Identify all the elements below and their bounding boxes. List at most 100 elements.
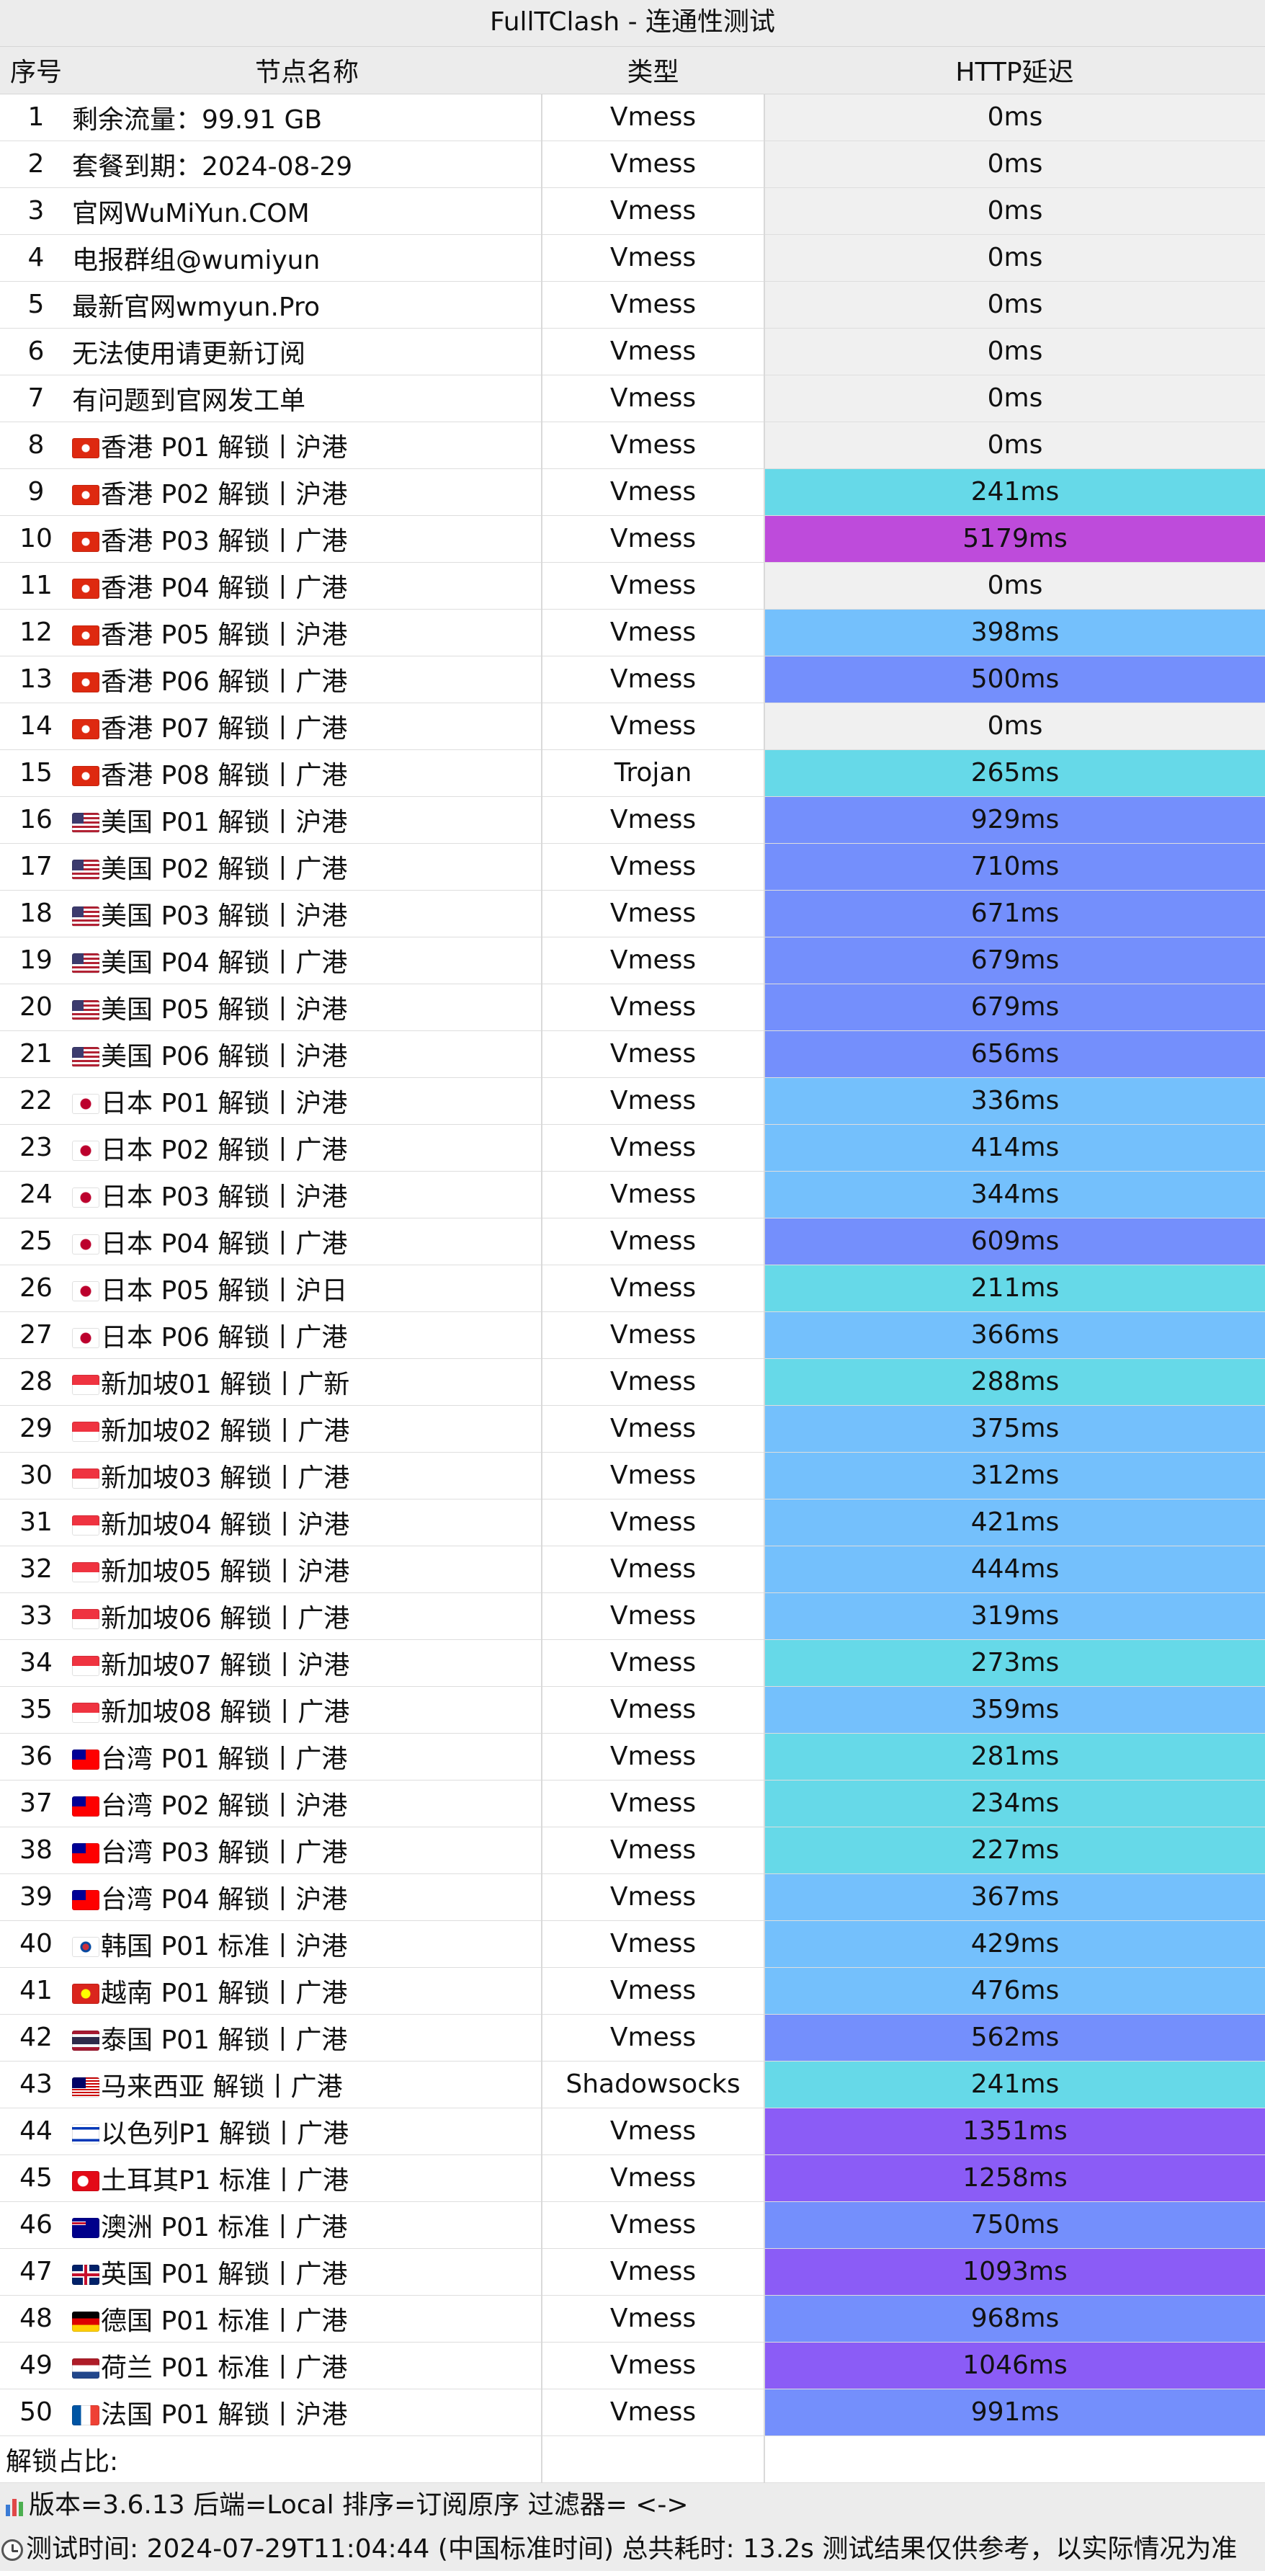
flag-jp-icon <box>72 1280 99 1301</box>
row-node-name: 日本 P04 解锁丨广港 <box>101 1229 348 1259</box>
row-node-name: 泰国 P01 解锁丨广港 <box>101 2025 348 2055</box>
row-index: 47 <box>0 2248 72 2296</box>
row-index: 10 <box>0 515 72 563</box>
row-node-name-cell: 台湾 P03 解锁丨广港 <box>72 1827 542 1874</box>
table-row: 14 香港 P07 解锁丨广港 Vmess 0ms <box>0 703 1265 750</box>
row-node-name-cell: 马来西亚 解锁丨广港 <box>72 2061 542 2108</box>
row-node-name-cell: 新加坡03 解锁丨广港 <box>72 1452 542 1499</box>
table-row: 8 香港 P01 解锁丨沪港 Vmess 0ms <box>0 422 1265 469</box>
row-index: 9 <box>0 468 72 516</box>
row-node-name-cell: 无法使用请更新订阅 <box>72 328 542 375</box>
row-http-latency: 5179ms <box>764 515 1265 563</box>
row-node-name: 日本 P02 解锁丨广港 <box>101 1135 348 1165</box>
flag-hk-icon <box>72 484 99 505</box>
row-type: Vmess <box>542 1967 765 2015</box>
row-node-name: 日本 P06 解锁丨广港 <box>101 1322 348 1352</box>
table-row: 35 新加坡08 解锁丨广港 Vmess 359ms <box>0 1686 1265 1734</box>
flag-tw-icon <box>72 1842 99 1863</box>
row-node-name: 韩国 P01 标准丨沪港 <box>101 1931 348 1961</box>
row-http-latency: 0ms <box>764 187 1265 235</box>
table-row: 21 美国 P06 解锁丨沪港 Vmess 656ms <box>0 1030 1265 1078</box>
table-row: 34 新加坡07 解锁丨沪港 Vmess 273ms <box>0 1639 1265 1687</box>
flag-us-icon <box>72 812 99 833</box>
row-node-name-cell: 香港 P05 解锁丨沪港 <box>72 609 542 656</box>
row-node-name: 香港 P05 解锁丨沪港 <box>101 620 348 650</box>
row-type: Vmess <box>542 422 765 469</box>
row-node-name-cell: 日本 P03 解锁丨沪港 <box>72 1171 542 1218</box>
row-index: 36 <box>0 1733 72 1781</box>
row-type: Vmess <box>542 937 765 984</box>
flag-hk-icon <box>72 718 99 739</box>
row-type: Vmess <box>542 1827 765 1874</box>
table-row: 46 澳洲 P01 标准丨广港 Vmess 750ms <box>0 2201 1265 2249</box>
row-http-latency: 281ms <box>764 1733 1265 1781</box>
row-node-name: 新加坡03 解锁丨广港 <box>101 1463 350 1493</box>
row-index: 46 <box>0 2201 72 2249</box>
row-node-name: 剩余流量：99.91 GB <box>72 104 323 135</box>
row-http-latency: 710ms <box>764 843 1265 891</box>
row-index: 25 <box>0 1218 72 1265</box>
row-node-name: 越南 P01 解锁丨广港 <box>101 1978 348 2008</box>
row-node-name: 美国 P03 解锁丨沪港 <box>101 901 348 931</box>
row-node-name-cell: 英国 P01 解锁丨广港 <box>72 2248 542 2296</box>
row-type: Vmess <box>542 1780 765 1827</box>
row-node-name: 新加坡06 解锁丨广港 <box>101 1603 350 1634</box>
table-row: 33 新加坡06 解锁丨广港 Vmess 319ms <box>0 1592 1265 1640</box>
table-row: 23 日本 P02 解锁丨广港 Vmess 414ms <box>0 1124 1265 1172</box>
row-node-name-cell: 新加坡01 解锁丨广新 <box>72 1358 542 1406</box>
row-http-latency: 319ms <box>764 1592 1265 1640</box>
row-node-name: 香港 P04 解锁丨广港 <box>101 573 348 603</box>
header-node-name: 节点名称 <box>72 47 542 94</box>
row-node-name: 有问题到官网发工单 <box>72 385 306 416</box>
row-http-latency: 0ms <box>764 141 1265 188</box>
row-node-name-cell: 美国 P06 解锁丨沪港 <box>72 1030 542 1078</box>
flag-hk-icon <box>72 672 99 692</box>
row-index: 28 <box>0 1358 72 1406</box>
row-type: Vmess <box>542 375 765 422</box>
row-node-name: 德国 P01 标准丨广港 <box>101 2306 348 2336</box>
row-type: Vmess <box>542 703 765 750</box>
row-node-name-cell: 官网WuMiYun.COM <box>72 187 542 235</box>
row-node-name: 官网WuMiYun.COM <box>72 198 310 228</box>
flag-au-icon <box>72 2217 99 2238</box>
row-node-name-cell: 美国 P04 解锁丨广港 <box>72 937 542 984</box>
table-row: 50 法国 P01 解锁丨沪港 Vmess 991ms <box>0 2389 1265 2436</box>
row-http-latency: 344ms <box>764 1171 1265 1218</box>
row-node-name-cell: 法国 P01 解锁丨沪港 <box>72 2389 542 2436</box>
row-node-name-cell: 香港 P07 解锁丨广港 <box>72 703 542 750</box>
row-node-name: 土耳其P1 标准丨广港 <box>101 2165 349 2196</box>
row-type: Vmess <box>542 1218 765 1265</box>
row-index: 12 <box>0 609 72 656</box>
row-node-name: 以色列P1 解锁丨广港 <box>101 2118 349 2149</box>
row-node-name-cell: 有问题到官网发工单 <box>72 375 542 422</box>
header-row: 序号 节点名称 类型 HTTP延迟 <box>0 47 1265 94</box>
row-http-latency: 375ms <box>764 1405 1265 1453</box>
row-node-name-cell: 香港 P06 解锁丨广港 <box>72 656 542 703</box>
row-type: Vmess <box>542 843 765 891</box>
row-type: Vmess <box>542 1873 765 1921</box>
row-http-latency: 0ms <box>764 94 1265 141</box>
flag-sg-icon <box>72 1374 99 1395</box>
flag-jp-icon <box>72 1140 99 1161</box>
table-row: 17 美国 P02 解锁丨广港 Vmess 710ms <box>0 843 1265 891</box>
row-node-name: 套餐到期：2024-08-29 <box>72 151 353 182</box>
row-http-latency: 476ms <box>764 1967 1265 2015</box>
row-node-name: 美国 P05 解锁丨沪港 <box>101 994 348 1025</box>
row-index: 20 <box>0 984 72 1031</box>
row-node-name-cell: 美国 P03 解锁丨沪港 <box>72 890 542 937</box>
flag-tw-icon <box>72 1796 99 1817</box>
row-node-name-cell: 台湾 P01 解锁丨广港 <box>72 1733 542 1781</box>
table-row: 9 香港 P02 解锁丨沪港 Vmess 241ms <box>0 468 1265 516</box>
row-index: 6 <box>0 328 72 375</box>
row-node-name-cell: 台湾 P04 解锁丨沪港 <box>72 1873 542 1921</box>
flag-hk-icon <box>72 437 99 458</box>
results-body: 1 剩余流量：99.91 GB Vmess 0ms 2 套餐到期：2024-08-29 Vm… <box>0 94 1265 2436</box>
row-http-latency: 227ms <box>764 1827 1265 1874</box>
results-table: 序号 节点名称 类型 HTTP延迟 1 剩余流量：99.91 GB Vmess 0ms… <box>0 47 1265 2483</box>
row-node-name: 新加坡02 解锁丨广港 <box>101 1416 350 1446</box>
row-index: 29 <box>0 1405 72 1453</box>
row-node-name-cell: 最新官网wmyun.Pro <box>72 281 542 329</box>
row-http-latency: 211ms <box>764 1265 1265 1312</box>
flag-vn-icon <box>72 1983 99 2004</box>
